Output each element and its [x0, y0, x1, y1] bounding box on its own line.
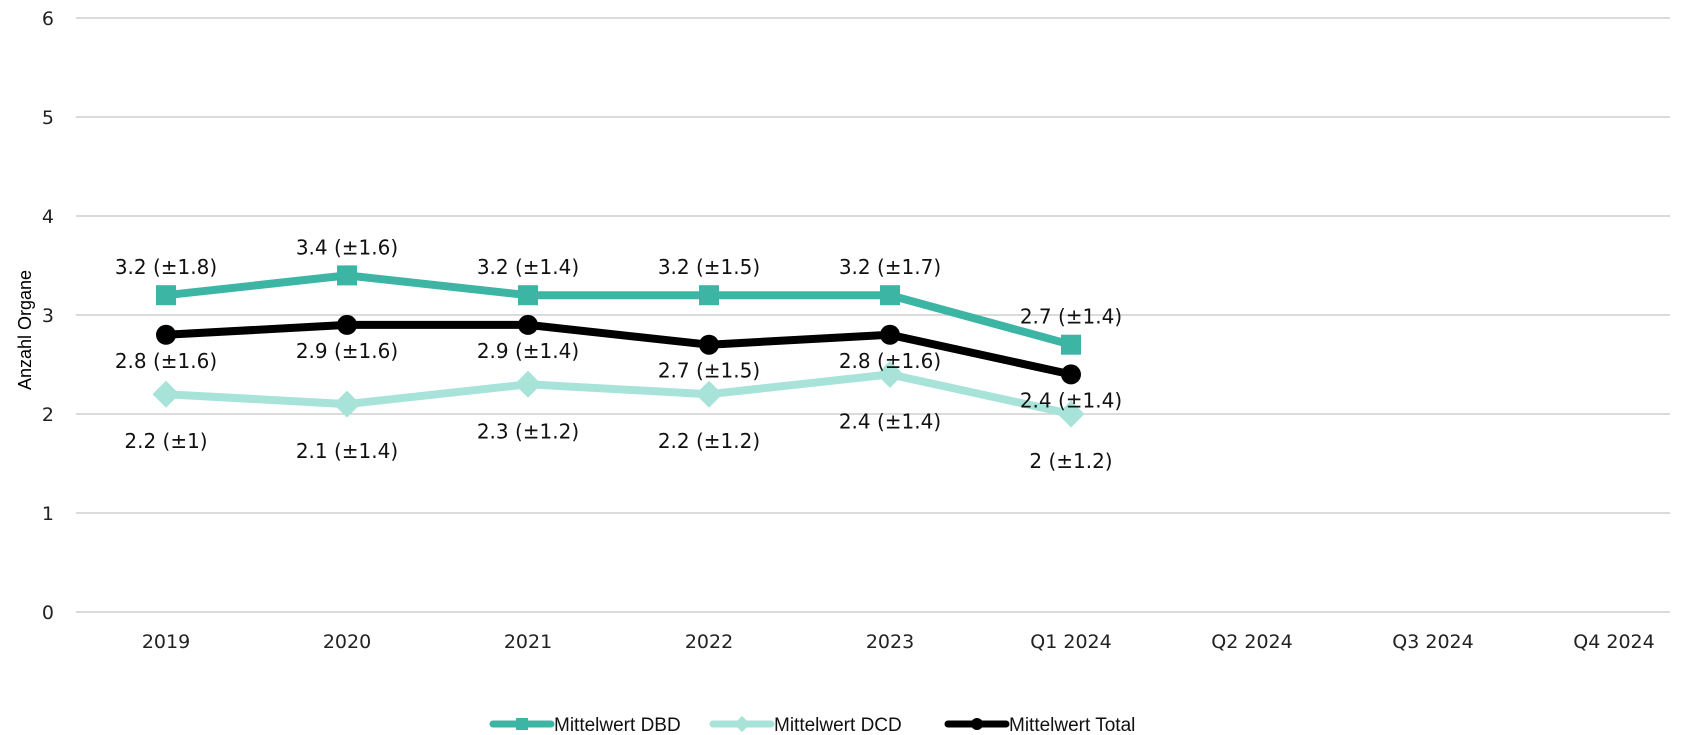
- mittelwert-dcd-data-label: 2.2 (±1): [124, 429, 207, 453]
- y-tick-label: 2: [42, 404, 54, 426]
- x-axis-ticks: 2019 2020 2021 2022 2023 Q1 2024 Q2 2024 Q3 202…: [142, 631, 1655, 653]
- legend[interactable]: Mittelwert DBD Mittelwert DCD Mittelwert T…: [489, 715, 1135, 735]
- mittelwert-dbd-data-label: 3.2 (±1.4): [477, 255, 579, 279]
- mittelwert-dbd-data-label: 3.2 (±1.8): [115, 255, 217, 279]
- mittelwert-total-data-label: 2.9 (±1.6): [296, 339, 398, 363]
- series-lines: [162, 271, 1075, 418]
- y-tick-label: 0: [42, 602, 54, 624]
- legend-marker: [733, 715, 751, 733]
- legend-item-mittelwert-total[interactable]: Mittelwert Total: [944, 715, 1135, 735]
- mittelwert-dbd-point: [156, 285, 176, 306]
- legend-label: Mittelwert DCD: [774, 715, 902, 735]
- mittelwert-dcd-point: [876, 360, 904, 388]
- mittelwert-total-line: [162, 320, 1075, 379]
- data-labels: 3.2 (±1.8) 3.4 (±1.6) 3.2 (±1.4) 3.2 (±1.5)…: [115, 235, 1122, 473]
- mittelwert-total-data-label: 2.9 (±1.4): [477, 339, 579, 363]
- x-tick-label: 2019: [142, 631, 190, 653]
- mittelwert-dbd-point: [337, 265, 357, 286]
- mittelwert-dcd-data-label: 2 (±1.2): [1029, 449, 1112, 473]
- y-axis-ticks: 0 1 2 3 4 5 6: [42, 8, 54, 624]
- series-markers: [152, 265, 1085, 428]
- mittelwert-total-data-label: 2.7 (±1.5): [658, 359, 760, 383]
- mittelwert-total-data-label: 2.8 (±1.6): [839, 349, 941, 373]
- x-tick-label: 2021: [504, 631, 552, 653]
- legend-marker: [516, 718, 528, 730]
- x-tick-label: 2020: [323, 631, 371, 653]
- legend-marker: [971, 718, 983, 730]
- y-tick-label: 1: [42, 503, 54, 525]
- x-tick-label: Q2 2024: [1211, 631, 1292, 653]
- mittelwert-total-point: [337, 314, 357, 335]
- mittelwert-dcd-data-label: 2.4 (±1.4): [839, 409, 941, 433]
- mittelwert-dcd-point: [514, 370, 542, 398]
- mittelwert-total-point: [699, 334, 719, 355]
- y-tick-label: 5: [42, 107, 54, 129]
- legend-label: Mittelwert Total: [1009, 715, 1135, 735]
- mittelwert-total-point: [1061, 364, 1081, 385]
- mittelwert-total-data-label: 2.4 (±1.4): [1020, 388, 1122, 412]
- x-tick-label: Q3 2024: [1392, 631, 1473, 653]
- mittelwert-dbd-data-label: 3.4 (±1.6): [296, 235, 398, 259]
- mittelwert-dcd-point: [1057, 400, 1085, 428]
- mittelwert-dcd-data-label: 2.1 (±1.4): [296, 439, 398, 463]
- x-tick-label: 2023: [866, 631, 914, 653]
- mittelwert-dbd-data-label: 2.7 (±1.4): [1020, 305, 1122, 329]
- mittelwert-dbd-point: [518, 285, 538, 306]
- mittelwert-dcd-point: [152, 380, 180, 408]
- mittelwert-total-data-label: 2.8 (±1.6): [115, 349, 217, 373]
- mittelwert-dbd-point: [1061, 334, 1081, 355]
- legend-item-mittelwert-dcd[interactable]: Mittelwert DCD: [709, 715, 902, 735]
- mittelwert-total-point: [156, 324, 176, 345]
- y-tick-label: 3: [42, 305, 54, 327]
- mittelwert-dbd-point: [880, 285, 900, 306]
- y-tick-label: 4: [42, 206, 54, 228]
- mittelwert-dbd-line: [162, 271, 1075, 349]
- legend-item-mittelwert-dbd[interactable]: Mittelwert DBD: [489, 715, 681, 735]
- y-tick-label: 6: [42, 8, 54, 30]
- mittelwert-dcd-line: [162, 370, 1075, 418]
- x-tick-label: Q1 2024: [1030, 631, 1111, 653]
- mittelwert-dcd-point: [695, 380, 723, 408]
- mittelwert-dbd-data-label: 3.2 (±1.7): [839, 255, 941, 279]
- mittelwert-total-point: [880, 324, 900, 345]
- legend-label: Mittelwert DBD: [554, 715, 681, 735]
- mittelwert-dbd-point: [699, 285, 719, 306]
- y-axis-label: Anzahl Organe: [15, 270, 35, 390]
- x-tick-label: 2022: [685, 631, 733, 653]
- mittelwert-dcd-data-label: 2.3 (±1.2): [477, 419, 579, 443]
- mittelwert-dcd-point: [333, 390, 361, 418]
- mittelwert-dcd-data-label: 2.2 (±1.2): [658, 429, 760, 453]
- mittelwert-dbd-data-label: 3.2 (±1.5): [658, 255, 760, 279]
- x-tick-label: Q4 2024: [1573, 631, 1654, 653]
- gridlines: [76, 17, 1670, 613]
- mittelwert-total-point: [518, 314, 538, 335]
